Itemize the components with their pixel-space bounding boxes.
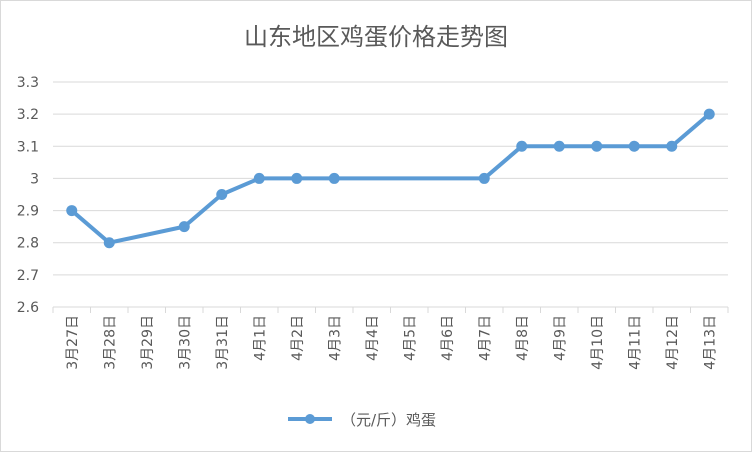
x-tick-label: 3月29日	[140, 315, 156, 370]
x-tick-label: 3月27日	[65, 315, 81, 370]
y-tick-label: 2.9	[17, 204, 39, 220]
data-point	[666, 140, 678, 152]
x-tick-label: 4月1日	[252, 315, 268, 361]
x-tick-label: 4月13日	[702, 315, 718, 370]
y-tick-label: 3.1	[17, 139, 39, 155]
data-point	[591, 140, 603, 152]
x-tick-label: 3月31日	[215, 315, 231, 370]
y-tick-label: 2.8	[17, 236, 39, 252]
chart-title: 山东地区鸡蛋价格走势图	[244, 23, 508, 51]
data-point	[516, 140, 528, 152]
data-point	[253, 172, 265, 184]
legend-label: （元/斤）鸡蛋	[341, 411, 436, 429]
x-tick-label: 4月9日	[552, 315, 568, 361]
y-tick-label: 2.7	[17, 268, 39, 284]
x-tick-label: 3月28日	[102, 315, 118, 370]
x-tick-label: 4月8日	[515, 315, 531, 361]
y-axis-ticks: 2.6 2.7 2.8 2.9 3 3.1 3.2 3.3	[17, 75, 39, 316]
x-axis-ticks: 3月27日 3月28日 3月29日 3月30日 3月31日 4月1日 4月2日 4月3日 4月4…	[52, 307, 729, 370]
data-point	[103, 237, 115, 249]
x-tick-label: 4月2日	[290, 315, 306, 361]
y-tick-label: 3.2	[17, 107, 39, 123]
x-tick-label: 4月6日	[440, 315, 456, 361]
data-point	[478, 172, 490, 184]
data-point	[553, 140, 565, 152]
series-line-layer	[66, 108, 715, 249]
data-point	[628, 140, 640, 152]
x-tick-label: 4月11日	[627, 315, 643, 370]
x-tick-label: 4月10日	[590, 315, 606, 370]
y-tick-label: 3.3	[17, 75, 39, 91]
series-line	[69, 112, 712, 245]
legend-marker-swatch	[305, 414, 315, 424]
data-point	[216, 189, 228, 200]
data-point	[178, 221, 190, 233]
legend: （元/斤）鸡蛋	[288, 411, 436, 429]
data-point	[66, 205, 78, 217]
x-tick-label: 4月7日	[477, 315, 493, 361]
data-point	[291, 172, 303, 184]
gridlines	[53, 81, 728, 308]
x-tick-label: 3月30日	[177, 315, 193, 370]
x-tick-label: 4月4日	[365, 315, 381, 361]
y-tick-label: 3	[30, 171, 39, 187]
x-tick-label: 4月12日	[665, 315, 681, 370]
data-point	[328, 172, 340, 184]
y-tick-label: 2.6	[17, 300, 39, 316]
data-point	[703, 108, 715, 120]
x-tick-label: 4月3日	[327, 315, 343, 361]
x-tick-label: 4月5日	[402, 315, 418, 361]
